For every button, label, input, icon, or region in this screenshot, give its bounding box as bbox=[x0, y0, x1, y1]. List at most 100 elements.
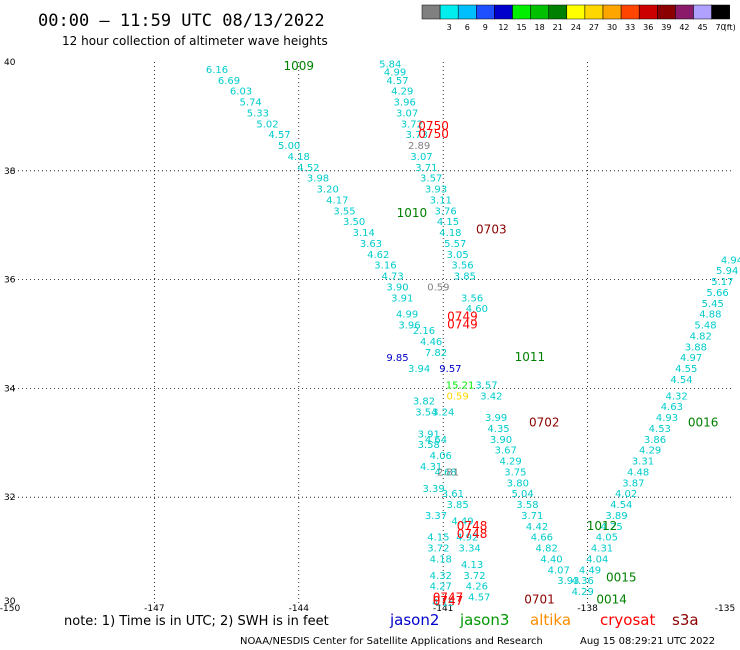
wave-height-point: 3.76 bbox=[434, 206, 456, 217]
wave-height-point: 3.93 bbox=[425, 185, 447, 196]
wave-height-point: 3.67 bbox=[495, 446, 517, 457]
wave-height-point: 5.84 bbox=[379, 59, 401, 70]
x-tick-label: -141 bbox=[433, 604, 453, 614]
wave-height-point: 4.64 bbox=[425, 435, 447, 446]
wave-height-point: 4.02 bbox=[615, 489, 637, 500]
scale-swatch bbox=[620, 4, 640, 20]
scale-label: 27 bbox=[589, 23, 599, 32]
wave-height-point: 3.58 bbox=[418, 440, 440, 451]
y-tick-label: 30 bbox=[4, 597, 16, 607]
wave-height-point: 4.36 bbox=[572, 576, 594, 587]
scale-swatch bbox=[421, 4, 441, 20]
wave-height-point: 4.54 bbox=[610, 500, 632, 511]
wave-height-point: 3.82 bbox=[413, 397, 435, 408]
wave-height-point: 3.90 bbox=[490, 435, 512, 446]
wave-height-point: 4.48 bbox=[627, 467, 649, 478]
scale-label: 45 bbox=[697, 23, 707, 32]
y-tick-label: 32 bbox=[4, 493, 15, 503]
y-tick-label: 36 bbox=[4, 276, 16, 286]
wave-height-point: 5.00 bbox=[278, 141, 300, 152]
wave-height-point: 4.13 bbox=[461, 560, 483, 571]
wave-height-point: 3.89 bbox=[605, 511, 627, 522]
wave-height-point: 4.55 bbox=[675, 364, 697, 375]
wave-height-point: 7.82 bbox=[425, 348, 447, 359]
pass-time-label: 0750 bbox=[418, 119, 449, 133]
pass-time-label: 0748 bbox=[457, 527, 488, 541]
y-tick-label: 40 bbox=[4, 58, 16, 68]
wave-height-point: 3.58 bbox=[516, 500, 538, 511]
y-tick-label: 38 bbox=[4, 167, 16, 177]
wave-height-point: 4.66 bbox=[531, 533, 553, 544]
data-points: 6.166.696.035.745.335.024.575.004.184.52… bbox=[206, 59, 740, 609]
scale-swatch bbox=[457, 4, 477, 20]
scale-swatch bbox=[494, 4, 513, 20]
wave-height-point: 4.25 bbox=[601, 522, 623, 533]
axis-ticks: -150 -147 -144 -141 -138 -135 30 32 34 36 38 40 bbox=[0, 58, 735, 614]
wave-height-point: 4.15 bbox=[437, 217, 459, 228]
x-tick-label: -150 bbox=[0, 604, 20, 614]
wave-height-point: 3.37 bbox=[425, 511, 447, 522]
wave-height-point: 3.42 bbox=[480, 391, 502, 402]
wave-height-point: 4.73 bbox=[382, 272, 404, 283]
wave-height-point: 4.57 bbox=[468, 593, 490, 604]
scale-unit: (ft) bbox=[724, 23, 736, 32]
wave-height-point: 5.74 bbox=[240, 98, 262, 109]
wave-height-point: 3.54 bbox=[415, 408, 437, 419]
wave-height-point: 0.59 bbox=[447, 391, 469, 402]
wave-height-point: 4.94 bbox=[721, 255, 740, 266]
scale-label: 6 bbox=[465, 23, 470, 32]
wave-height-point: 4.93 bbox=[656, 413, 678, 424]
scale-swatch bbox=[711, 4, 730, 20]
wave-height-point: 4.31 bbox=[591, 544, 613, 555]
scale-label: 21 bbox=[553, 23, 563, 32]
scale-swatch bbox=[657, 4, 676, 20]
wave-height-point: 3.05 bbox=[447, 250, 469, 261]
scale-swatch bbox=[439, 4, 459, 20]
wave-height-point: 3.20 bbox=[317, 185, 339, 196]
wave-height-point: 4.52 bbox=[297, 163, 319, 174]
wave-height-point: 3.16 bbox=[374, 261, 396, 272]
wave-height-point: 4.57 bbox=[268, 130, 290, 141]
wave-height-point: 4.99 bbox=[396, 310, 418, 321]
wave-height-point: 4.29 bbox=[639, 446, 661, 457]
scale-label: 42 bbox=[679, 23, 689, 32]
scale-swatch bbox=[693, 4, 712, 20]
wave-height-point: 3.88 bbox=[685, 342, 707, 353]
pass-time-label: 0015 bbox=[606, 571, 637, 585]
wave-height-point: 3.80 bbox=[507, 478, 529, 489]
wave-height-point: 4.42 bbox=[526, 522, 548, 533]
wave-height-point: 3.90 bbox=[386, 282, 408, 293]
pass-time-label: 1011 bbox=[515, 350, 546, 364]
wave-height-point: 2.16 bbox=[413, 326, 435, 337]
chart-subtitle: 12 hour collection of altimeter wave hei… bbox=[62, 34, 328, 48]
wave-height-point: 3.55 bbox=[333, 206, 355, 217]
wave-height-point: 4.57 bbox=[386, 76, 408, 87]
wave-height-point: 4.35 bbox=[487, 424, 509, 435]
wave-height-point: 3.34 bbox=[459, 544, 481, 555]
wave-height-point: 9.57 bbox=[439, 364, 461, 375]
wave-height-point: 4.32 bbox=[666, 391, 688, 402]
wave-height-point: 3.94 bbox=[408, 364, 430, 375]
wave-height-point: 4.15 bbox=[427, 533, 449, 544]
wave-height-point: 3.73 bbox=[406, 130, 428, 141]
wave-height-point: 3.99 bbox=[485, 413, 507, 424]
wave-height-point: 6.69 bbox=[218, 76, 240, 87]
wave-height-point: 3.61 bbox=[442, 489, 464, 500]
wave-height-point: 4.46 bbox=[420, 337, 442, 348]
pass-time-label: 0750 bbox=[418, 127, 449, 141]
wave-height-point: 4.53 bbox=[649, 424, 671, 435]
x-tick-label: -138 bbox=[577, 604, 598, 614]
color-scale: 3 6 9 12 15 18 21 24 27 30 33 36 39 42 45 70(ft) bbox=[421, 4, 736, 32]
wave-height-point: 5.94 bbox=[716, 266, 738, 277]
scale-swatch bbox=[675, 4, 694, 20]
wave-height-point: 4.31 bbox=[420, 462, 442, 473]
scale-label: 24 bbox=[571, 23, 581, 32]
wave-height-point: 3.11 bbox=[430, 195, 452, 206]
wave-height-point: 4.29 bbox=[499, 457, 521, 468]
wave-height-point: 2.81 bbox=[437, 467, 459, 478]
x-tick-label: -144 bbox=[289, 604, 310, 614]
wave-height-point: 4.18 bbox=[288, 152, 310, 163]
footer-credit: NOAA/NESDIS Center for Satellite Applica… bbox=[240, 636, 543, 647]
wave-height-point: 5.33 bbox=[247, 108, 269, 119]
wave-height-point: 3.24 bbox=[432, 408, 454, 419]
